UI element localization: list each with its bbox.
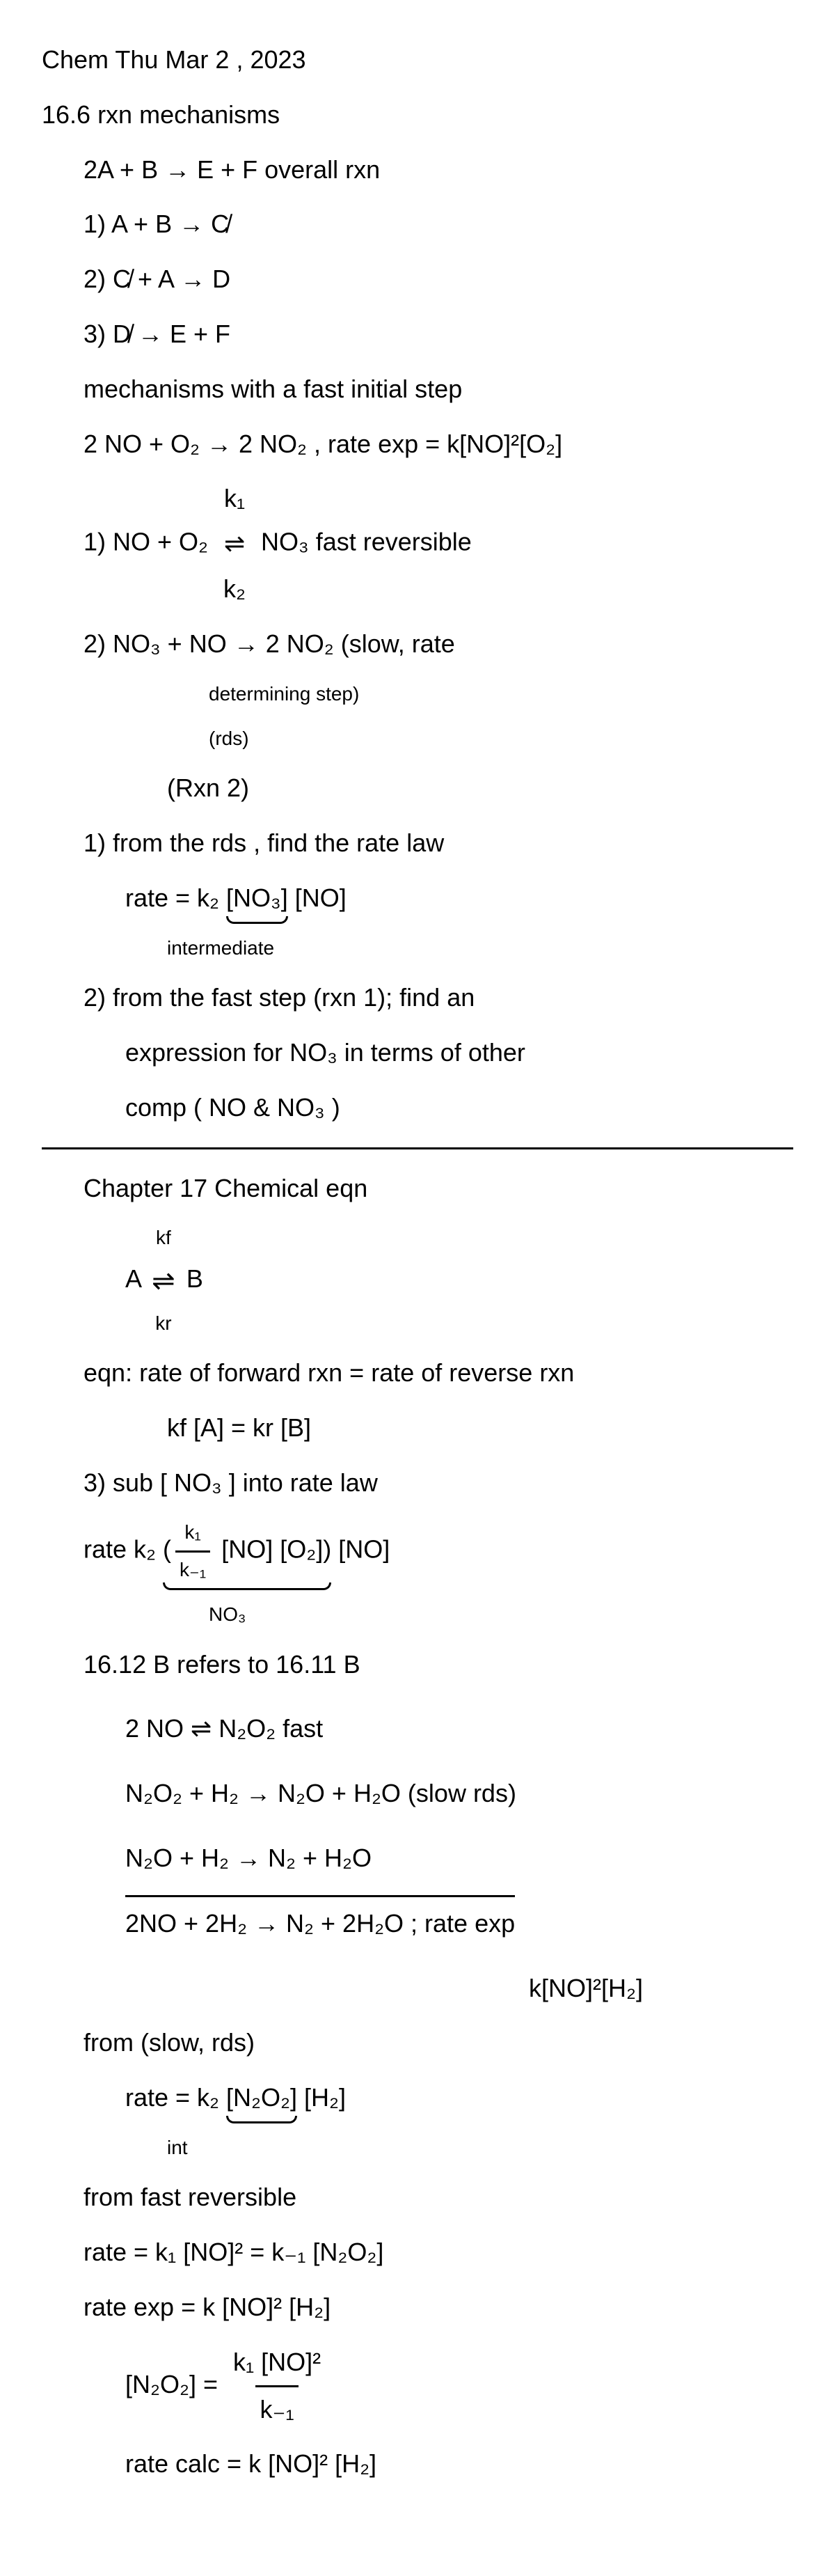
n2o2-num: k₁ [NO]² [229,2340,325,2385]
no-step-1: 1) NO + O₂ k₁ ⇌ k₂ NO₃ fast reversible [42,476,793,611]
no3-intermediate-brace: [NO₃] [226,876,288,921]
rate-brace-content: [NO₃] [226,883,288,912]
section-divider [42,1147,793,1149]
mech-fast-initial-label: mechanisms with a fast initial step [42,367,793,412]
mech-step-2: 2) C̸ + A → D [42,257,793,302]
rule-2a: 2) from the fast step (rxn 1); find an [42,975,793,1021]
rate-sub-expression: rate k₂ ( k₁ k₋₁ [NO] [O₂]) [NO] [42,1515,793,1587]
no3-underbrace-label: NO₃ [42,1597,793,1632]
intermediate-label: intermediate [42,931,793,966]
a-eq-b: A kf ⇌ kr B [42,1220,793,1341]
rate-calc: rate calc = k [NO]² [H₂] [42,2442,793,2487]
k1-over-k2-arrow: k₁ ⇌ k₂ [219,476,250,611]
rate-exp-final: rate exp = k [NO]² [H₂] [42,2285,793,2330]
rxn-line-3: N₂O + H₂ → N₂ + H₂O [125,1836,372,1881]
rate4-pre: rate = k₂ [125,2083,226,2112]
step-3-sub: 3) sub [ NO₃ ] into rate law [42,1461,793,1506]
rate-law-1: rate = k₂ [NO₃] [NO] [42,876,793,921]
ab-left: A [125,1264,141,1293]
kf-kr-equation: kf [A] = kr [B] [42,1406,793,1451]
rate-k1-no2: rate = k₁ [NO]² = k₋₁ [N₂O₂] [42,2230,793,2275]
rate4-brace: [N₂O₂] [226,2083,297,2112]
n2o2-int-brace: [N₂O₂] [226,2075,297,2121]
rate-post: [NO] [295,883,347,912]
n2o2-frac: k₁ [NO]² k₋₁ [229,2340,325,2433]
mech-step-3: 3) D̸ → E + F [42,312,793,357]
kf-kr-arrow: kf ⇌ kr [152,1220,175,1341]
from-slow-rds: from (slow, rds) [42,2020,793,2066]
rxn-line-1: 2 NO ⇌ N₂O₂ fast [125,1706,323,1752]
rate3-pre: rate k₂ [84,1535,163,1564]
no3-sub-brace: ( k₁ k₋₁ [NO] [O₂]) [163,1515,331,1587]
n2o2-solve: [N₂O₂] = k₁ [NO]² k₋₁ [42,2340,793,2433]
eqn-forward-reverse: eqn: rate of forward rxn = rate of rever… [42,1351,793,1396]
no-step-2c: (rds) [42,721,793,756]
reaction-sum-block: 2 NO ⇌ N₂O₂ fast N₂O₂ + H₂ → N₂O + H₂O (… [42,1697,516,1956]
section-title-16-6: 16.6 rxn mechanisms [42,93,793,138]
no-step-2b: determining step) [42,677,793,712]
rate3-post: [NO] [338,1535,390,1564]
n2o2-den: k₋₁ [255,2385,298,2433]
rxn-line-2: N₂O₂ + H₂ → N₂O + H₂O (slow rds) [125,1771,516,1816]
n2o2-left: [N₂O₂] = [125,2370,225,2398]
no-step-2: 2) NO₃ + NO → 2 NO₂ (slow, rate [42,622,793,667]
kr-label: kr [155,1306,171,1341]
mech-step-1: 1) A + B → C̸ [42,202,793,247]
ab-right: B [186,1264,203,1293]
no-step-1-left: 1) NO + O₂ [84,528,208,556]
rule-2c: comp ( NO & NO₃ ) [42,1085,793,1131]
rate-exp-kno2h2: k[NO]²[H₂] [42,1966,793,2011]
rate-pre: rate = k₂ [125,883,226,912]
rate3-den: k₋₁ [175,1550,210,1587]
frac-den: k₂ [219,567,250,612]
kf-label: kf [152,1220,175,1255]
no-step-1-right: NO₃ fast reversible [261,528,472,556]
rule-1: 1) from the rds , find the rate law [42,821,793,866]
rate3-num: k₁ [180,1515,205,1550]
chapter-17-title: Chapter 17 Chemical eqn [42,1166,793,1211]
page-header: Chem Thu Mar 2 , 2023 [42,38,793,83]
overall-rxn: 2A + B → E + F overall rxn [42,148,793,193]
rate-k2-n2o2: rate = k₂ [N₂O₂] [H₂] [42,2075,793,2121]
ref-16-12: 16.12 B refers to 16.11 B [42,1642,793,1688]
from-fast-reversible: from fast reversible [42,2175,793,2220]
rate4-post: [H₂] [304,2083,346,2112]
rate3-inner: [NO] [O₂] [221,1535,323,1564]
frac-num: k₁ [220,476,249,521]
rxn-2-label: (Rxn 2) [42,766,793,811]
rule-2b: expression for NO₃ in terms of other [42,1030,793,1076]
no-o2-overall: 2 NO + O₂ → 2 NO₂ , rate exp = k[NO]²[O₂… [42,422,793,467]
rxn-sum: 2NO + 2H₂ → N₂ + 2H₂O ; rate exp [125,1895,515,1947]
int-label: int [42,2130,793,2165]
